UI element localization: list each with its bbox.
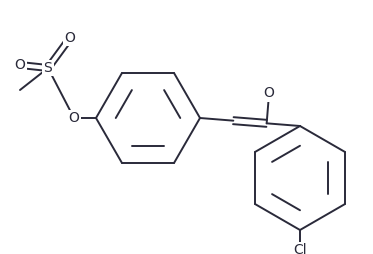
Text: O: O xyxy=(69,111,79,125)
Text: Cl: Cl xyxy=(293,243,307,254)
Text: O: O xyxy=(65,31,75,45)
Text: S: S xyxy=(44,61,52,75)
Text: O: O xyxy=(264,86,275,100)
Text: O: O xyxy=(15,58,25,72)
